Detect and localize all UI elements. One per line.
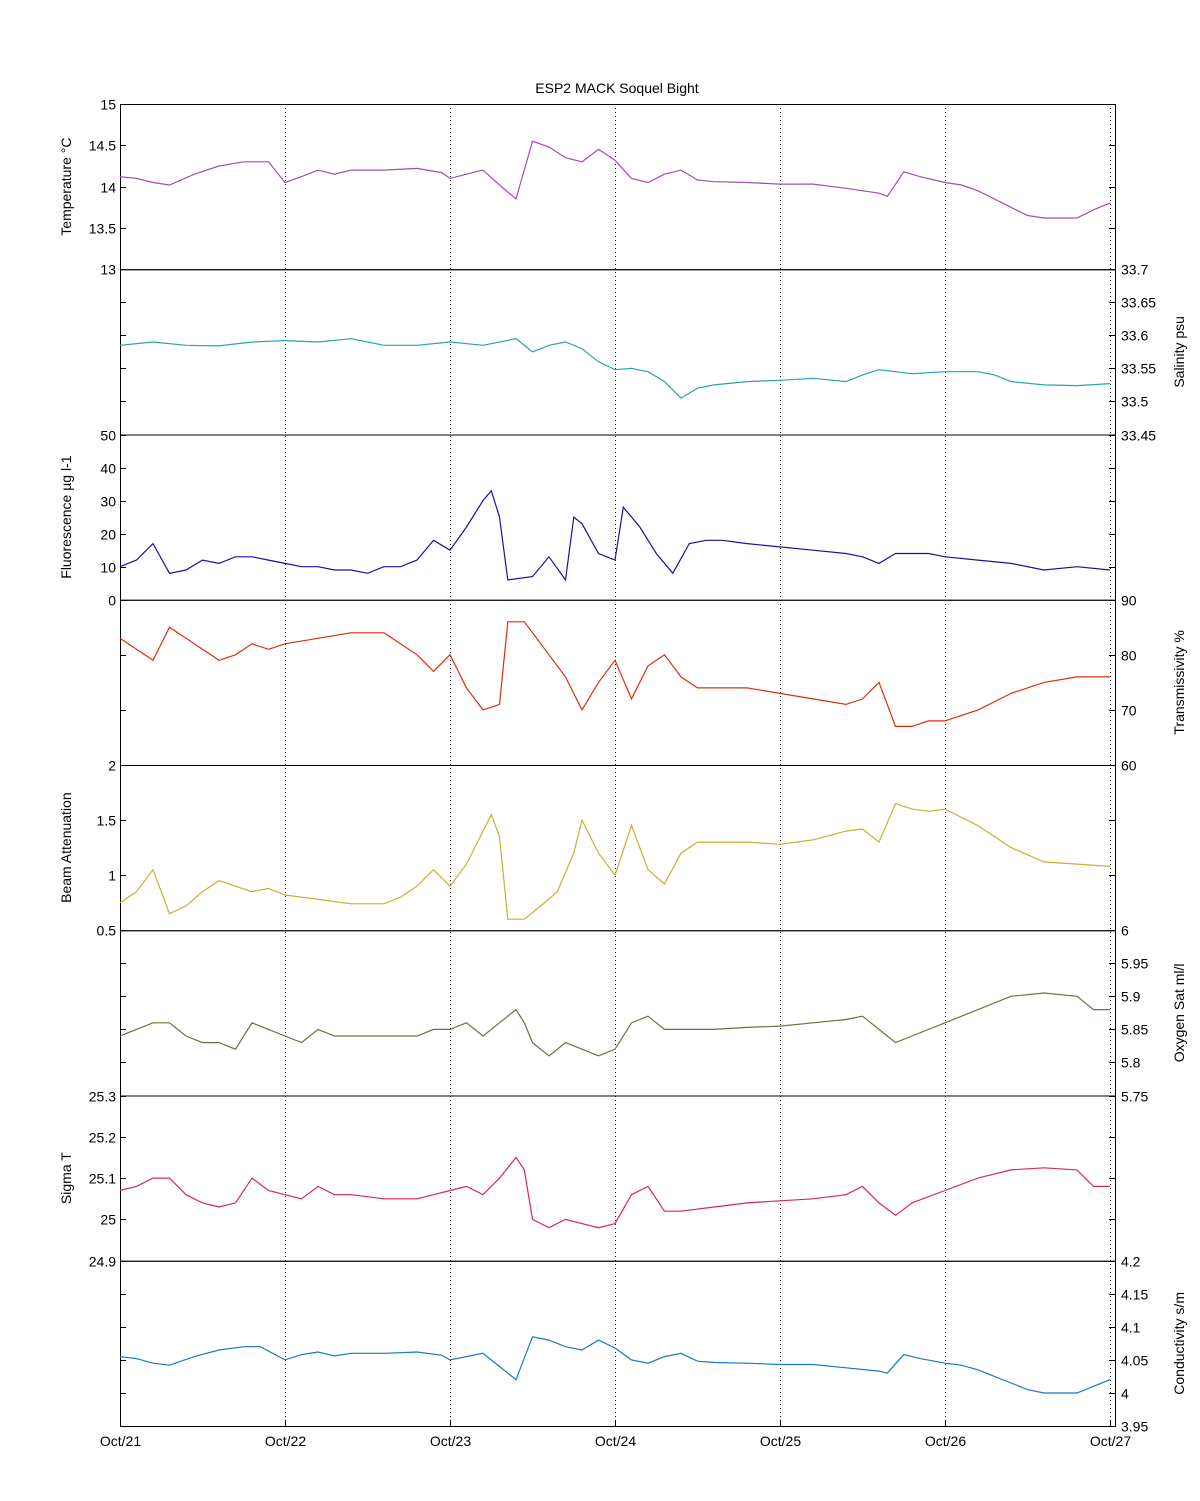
panel-fluorescence: 0 10 20 30 40 50 Fluorescence µg l-1 — [58, 428, 1116, 609]
transmissivity-ytick-label: 60 — [1121, 758, 1137, 774]
conductivity-ytick-label: 4.15 — [1121, 1287, 1148, 1303]
sigma_t-ytick-label: 25.2 — [89, 1130, 116, 1146]
fluorescence-frame — [120, 434, 1116, 601]
temperature-ytick-label: 14.5 — [89, 138, 116, 154]
oxygen-ytick-label: 6 — [1121, 923, 1129, 939]
xtick-label: Oct/23 — [430, 1433, 471, 1449]
sigma_t-ytick-label: 25.3 — [89, 1089, 116, 1105]
fluorescence-ytick-label: 50 — [100, 428, 116, 444]
xtick-label: Oct/26 — [925, 1433, 966, 1449]
oxygen-ytick-label: 5.9 — [1121, 989, 1141, 1005]
oxygen-ytick-label: 5.85 — [1121, 1022, 1148, 1038]
sigma_t-ytick-label: 25 — [100, 1212, 116, 1228]
fluorescence-ytick-label: 40 — [100, 461, 116, 477]
oxygen-ytick-label: 5.75 — [1121, 1089, 1148, 1105]
panel-temperature: 13 13.5 14 14.5 15 Temperature °C — [58, 97, 1116, 278]
transmissivity-ytick-label: 80 — [1121, 648, 1137, 664]
conductivity-ytick-label: 4.05 — [1121, 1353, 1148, 1369]
oxygen-series-line — [119, 992, 1110, 1057]
temperature-ytick-label: 13.5 — [89, 221, 116, 237]
xtick-label: Oct/22 — [265, 1433, 306, 1449]
beam_attenuation-ytick-label: 1.5 — [97, 813, 117, 829]
beam_attenuation-series-line — [119, 802, 1111, 920]
salinity-ylabel: Salinity psu — [1171, 316, 1187, 388]
xtick-label: Oct/25 — [760, 1433, 801, 1449]
conductivity-ytick-label: 4.1 — [1121, 1320, 1141, 1336]
panel-conductivity: 3.95 4 4.05 4.1 4.15 4.2 Conductivity s/m — [119, 1254, 1187, 1435]
salinity-ytick-label: 33.55 — [1121, 361, 1156, 377]
beam_attenuation-frame — [120, 765, 1116, 932]
panel-sigma_t: 24.9 25 25.1 25.2 25.3 Sigma T — [58, 1089, 1116, 1270]
temperature-ytick-label: 15 — [100, 97, 116, 113]
xtick-label: Oct/27 — [1090, 1433, 1131, 1449]
fluorescence-ylabel: Fluorescence µg l-1 — [58, 455, 74, 578]
transmissivity-ytick-label: 90 — [1121, 593, 1137, 609]
conductivity-ytick-label: 4.2 — [1121, 1254, 1141, 1270]
transmissivity-frame — [120, 599, 1116, 766]
oxygen-frame — [120, 930, 1116, 1097]
oxygen-ytick-label: 5.95 — [1121, 956, 1148, 972]
sigma_t-frame — [120, 1095, 1116, 1262]
oxygen-ylabel: Oxygen Sat ml/l — [1171, 963, 1187, 1062]
fluorescence-ytick-label: 0 — [108, 593, 116, 609]
salinity-frame — [120, 269, 1116, 436]
sigma_t-ytick-label: 25.1 — [89, 1171, 116, 1187]
conductivity-series-line — [119, 1336, 1111, 1394]
conductivity-ytick-label: 3.95 — [1121, 1419, 1148, 1435]
beam_attenuation-ytick-label: 2 — [108, 758, 116, 774]
panel-transmissivity: 60 70 80 90 Transmissivity % — [119, 593, 1187, 774]
fluorescence-ytick-label: 20 — [100, 527, 116, 543]
sigma_t-ylabel: Sigma T — [58, 1152, 74, 1204]
panel-beam_attenuation: 0.5 1 1.5 2 Beam Attenuation — [58, 758, 1116, 939]
transmissivity-ylabel: Transmissivity % — [1171, 630, 1187, 735]
chart-title: ESP2 MACK Soquel Bight — [535, 80, 699, 96]
sigma_t-series-line — [119, 1156, 1110, 1229]
salinity-ytick-label: 33.7 — [1121, 262, 1148, 278]
temperature-series-line — [119, 140, 1111, 219]
temperature-ytick-label: 13 — [100, 262, 116, 278]
panel-salinity: 33.45 33.5 33.55 33.6 33.65 33.7 Salinity psu — [119, 262, 1187, 444]
xtick-label: Oct/24 — [595, 1433, 636, 1449]
salinity-ytick-label: 33.65 — [1121, 295, 1156, 311]
temperature-ytick-label: 14 — [100, 180, 116, 196]
beam_attenuation-ylabel: Beam Attenuation — [58, 792, 74, 903]
fluorescence-ytick-label: 30 — [100, 494, 116, 510]
salinity-ytick-label: 33.45 — [1121, 428, 1156, 444]
x-axis: Oct/21 Oct/22 Oct/23 Oct/24 Oct/25 Oct/26 Oct/… — [100, 1420, 1131, 1449]
transmissivity-series-line — [119, 621, 1110, 728]
salinity-series-line — [119, 338, 1111, 399]
beam_attenuation-ytick-label: 1 — [108, 868, 116, 884]
fluorescence-series-line — [119, 489, 1111, 582]
conductivity-frame — [120, 1260, 1116, 1427]
salinity-ytick-label: 33.5 — [1121, 394, 1148, 410]
fluorescence-ytick-label: 10 — [100, 560, 116, 576]
conductivity-ylabel: Conductivity s/m — [1171, 1292, 1187, 1395]
sigma_t-ytick-label: 24.9 — [89, 1254, 116, 1270]
oxygen-ytick-label: 5.8 — [1121, 1055, 1141, 1071]
temperature-ylabel: Temperature °C — [58, 138, 74, 236]
conductivity-ytick-label: 4 — [1121, 1386, 1129, 1402]
xtick-label: Oct/21 — [100, 1433, 141, 1449]
transmissivity-ytick-label: 70 — [1121, 703, 1137, 719]
salinity-ytick-label: 33.6 — [1121, 328, 1148, 344]
beam_attenuation-ytick-label: 0.5 — [97, 923, 117, 939]
panel-oxygen: 5.75 5.8 5.85 5.9 5.95 6 Oxygen Sat ml/l — [119, 923, 1187, 1105]
